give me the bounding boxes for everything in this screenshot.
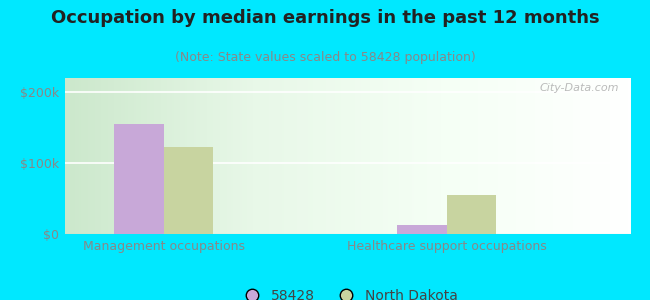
Legend: 58428, North Dakota: 58428, North Dakota [232, 283, 463, 300]
Text: City-Data.com: City-Data.com [540, 83, 619, 93]
Text: (Note: State values scaled to 58428 population): (Note: State values scaled to 58428 popu… [175, 51, 475, 64]
Bar [397, 225, 447, 234]
Bar [114, 124, 164, 234]
Bar [164, 148, 213, 234]
Text: Occupation by median earnings in the past 12 months: Occupation by median earnings in the pas… [51, 9, 599, 27]
Bar [447, 195, 496, 234]
